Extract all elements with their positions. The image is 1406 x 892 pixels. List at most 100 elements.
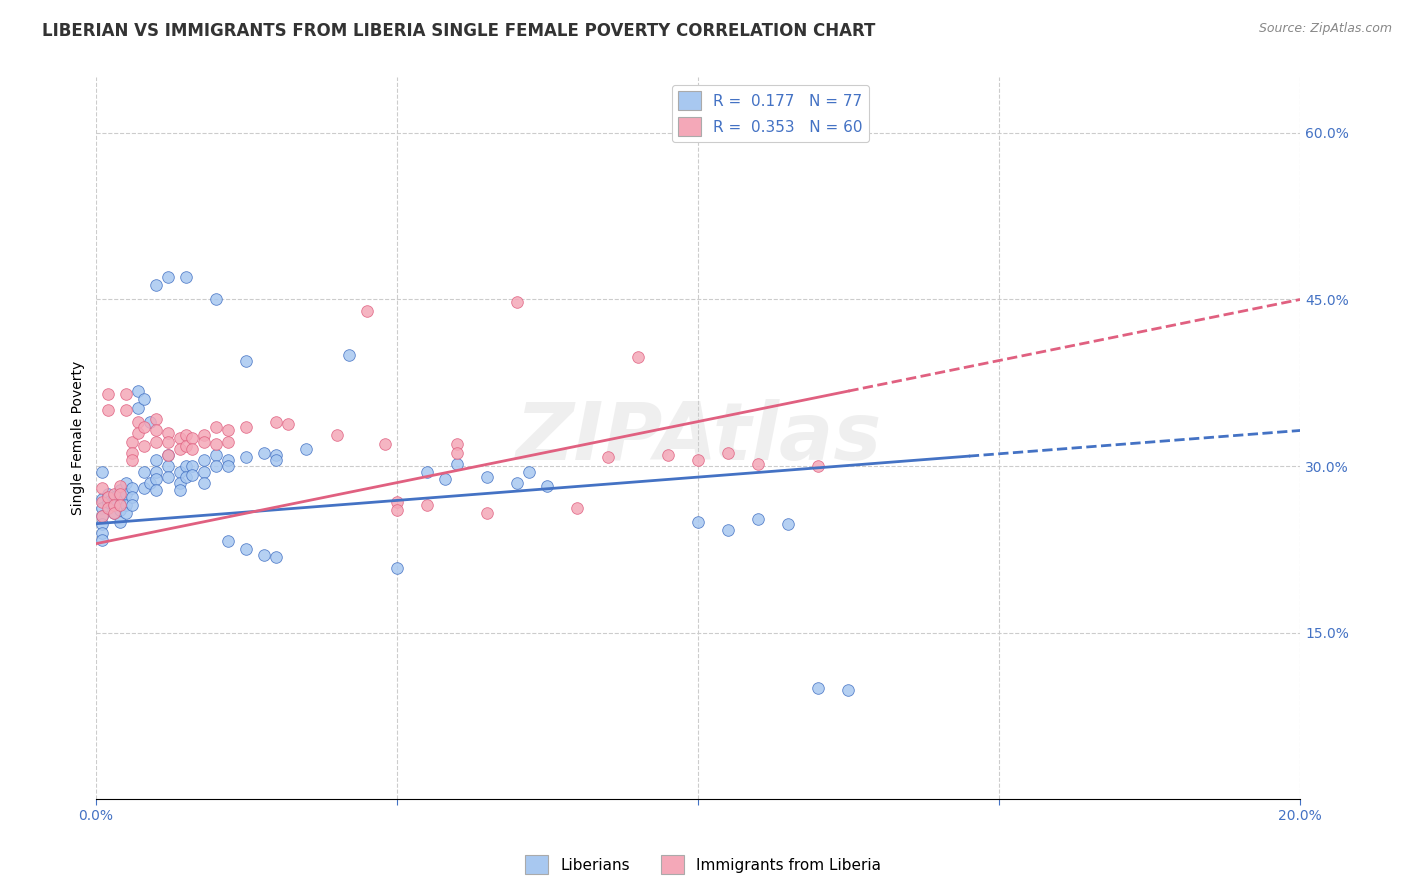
Point [807,458,830,473]
Point [193,453,215,467]
Point [174,439,197,453]
Point [567,501,589,516]
Point [145,424,167,438]
Point [193,475,215,490]
Point [121,490,143,504]
Point [103,506,125,520]
Point [114,403,136,417]
Point [132,481,155,495]
Point [127,425,149,440]
Point [446,445,468,459]
Point [90,533,112,548]
Point [253,445,276,459]
Point [337,348,360,362]
Point [717,524,740,538]
Point [657,448,679,462]
Point [174,428,197,442]
Point [169,475,191,490]
Point [145,278,167,293]
Point [121,453,143,467]
Point [475,506,498,520]
Point [90,508,112,523]
Point [205,293,228,307]
Point [266,415,288,429]
Point [174,270,197,285]
Point [193,428,215,442]
Point [108,479,131,493]
Point [277,417,299,431]
Text: Source: ZipAtlas.com: Source: ZipAtlas.com [1258,22,1392,36]
Legend: Liberians, Immigrants from Liberia: Liberians, Immigrants from Liberia [519,849,887,880]
Point [97,494,120,508]
Point [747,457,769,471]
Point [97,387,120,401]
Point [90,492,112,507]
Point [174,458,197,473]
Point [205,420,228,434]
Point [686,515,709,529]
Point [121,481,143,495]
Point [127,384,149,398]
Point [193,434,215,449]
Point [90,465,112,479]
Point [108,491,131,506]
Point [266,549,288,564]
Point [325,428,347,442]
Point [181,467,204,482]
Point [114,387,136,401]
Point [114,487,136,501]
Point [446,457,468,471]
Point [90,481,112,495]
Point [253,548,276,562]
Point [433,472,456,486]
Point [193,465,215,479]
Point [416,465,439,479]
Text: ZIPAtlas: ZIPAtlas [515,400,882,477]
Point [169,442,191,457]
Point [374,437,396,451]
Point [90,501,112,516]
Point [108,483,131,498]
Point [108,515,131,529]
Point [174,470,197,484]
Point [217,434,239,449]
Point [156,458,179,473]
Point [145,472,167,486]
Point [807,681,830,695]
Point [121,498,143,512]
Point [145,453,167,467]
Point [156,448,179,462]
Point [385,561,408,575]
Point [596,450,619,464]
Point [217,534,239,549]
Point [132,465,155,479]
Point [169,431,191,445]
Point [717,445,740,459]
Point [295,442,318,457]
Point [108,487,131,501]
Point [114,475,136,490]
Point [97,487,120,501]
Point [90,494,112,508]
Y-axis label: Single Female Poverty: Single Female Poverty [72,361,86,516]
Point [506,294,529,309]
Point [169,465,191,479]
Point [446,437,468,451]
Point [97,501,120,516]
Point [103,490,125,504]
Point [121,434,143,449]
Point [385,503,408,517]
Point [114,498,136,512]
Point [205,437,228,451]
Point [506,475,529,490]
Point [139,415,162,429]
Point [169,483,191,498]
Point [686,453,709,467]
Point [156,270,179,285]
Point [181,458,204,473]
Point [778,516,800,531]
Point [127,415,149,429]
Point [266,448,288,462]
Point [517,465,540,479]
Point [139,475,162,490]
